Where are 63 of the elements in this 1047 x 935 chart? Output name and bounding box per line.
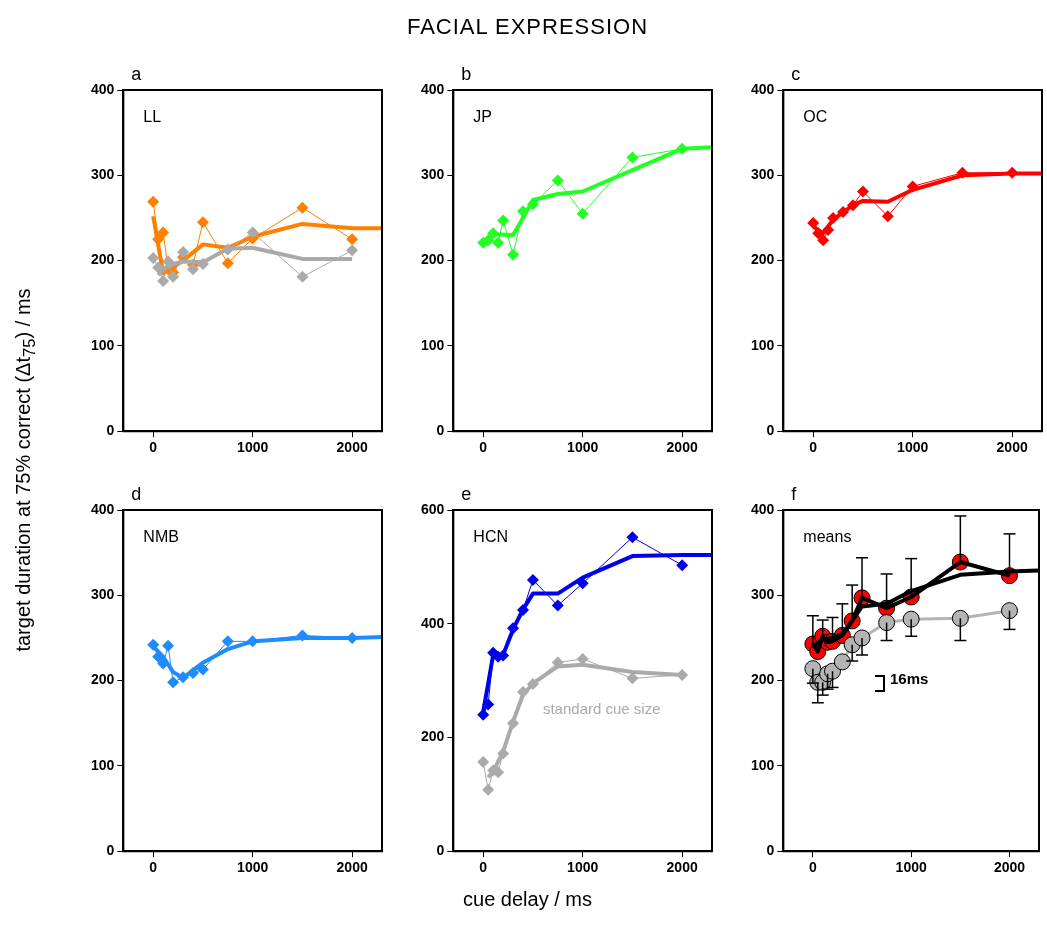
y-tick-label: 200 [421, 728, 445, 745]
y-tick-label: 400 [751, 500, 775, 517]
y-tick-label: 400 [421, 614, 445, 631]
x-tick-label: 1000 [237, 859, 269, 876]
y-tick-label: 100 [91, 756, 115, 773]
annotation: OC [803, 108, 828, 125]
y-tick-label: 0 [436, 422, 445, 439]
y-tick-label: 300 [751, 586, 775, 603]
y-tick-label: 0 [106, 422, 115, 439]
x-tick-label: 0 [149, 859, 158, 876]
x-tick-label: 0 [149, 439, 158, 456]
y-tick-label: 300 [751, 166, 775, 183]
y-tick-label: 600 [421, 500, 445, 517]
annotation: 16ms [890, 670, 929, 687]
y-tick-label: 200 [751, 251, 775, 268]
x-tick-label: 0 [479, 439, 488, 456]
x-tick-label: 1000 [237, 439, 269, 456]
y-tick-label: 400 [751, 80, 775, 97]
x-tick-label: 2000 [666, 439, 698, 456]
text: d [131, 484, 142, 504]
y-tick-label: 0 [436, 842, 445, 859]
text: b [461, 64, 472, 84]
x-tick-label: 2000 [336, 439, 368, 456]
chart-title: FACIAL EXPRESSION [405, 14, 650, 40]
y-tick-label: 100 [91, 336, 115, 353]
x-tick-label: 2000 [996, 439, 1028, 456]
y-tick-label: 300 [421, 166, 445, 183]
y-tick-label: 200 [751, 671, 775, 688]
x-tick-label: 1000 [567, 439, 599, 456]
text: a [131, 64, 143, 84]
annotation: LL [143, 108, 162, 125]
y-tick-label: 100 [751, 336, 775, 353]
y-tick-label: 100 [421, 336, 445, 353]
y-tick-label: 200 [91, 671, 115, 688]
annotation: HCN [473, 528, 509, 545]
y-tick-label: 100 [751, 756, 775, 773]
y-tick-label: 300 [91, 166, 115, 183]
x-tick-label: 0 [479, 859, 488, 876]
x-tick-label: 1000 [895, 859, 927, 876]
text: f [791, 484, 798, 504]
y-tick-label: 200 [91, 251, 115, 268]
series-label: standard cue size [542, 700, 661, 718]
y-tick-label: 300 [91, 586, 115, 603]
x-tick-label: 1000 [897, 439, 929, 456]
y-tick-label: 400 [91, 80, 115, 97]
x-axis-title: cue delay / ms [462, 888, 593, 911]
text: c [791, 64, 801, 84]
x-tick-label: 2000 [336, 859, 368, 876]
y-tick-label: 400 [421, 80, 445, 97]
annotation: NMB [143, 528, 179, 545]
y-tick-label: 0 [766, 422, 775, 439]
x-tick-label: 2000 [993, 859, 1026, 876]
x-tick-label: 0 [808, 859, 817, 876]
x-tick-label: 2000 [666, 859, 698, 876]
annotation: JP [473, 108, 493, 125]
x-tick-label: 1000 [567, 859, 599, 876]
y-tick-label: 200 [421, 251, 445, 268]
y-tick-label: 0 [106, 842, 115, 859]
y-tick-label: 0 [766, 842, 775, 859]
x-tick-label: 0 [809, 439, 818, 456]
text: e [461, 484, 472, 504]
y-tick-label: 400 [91, 500, 115, 517]
annotation: means [803, 528, 852, 545]
